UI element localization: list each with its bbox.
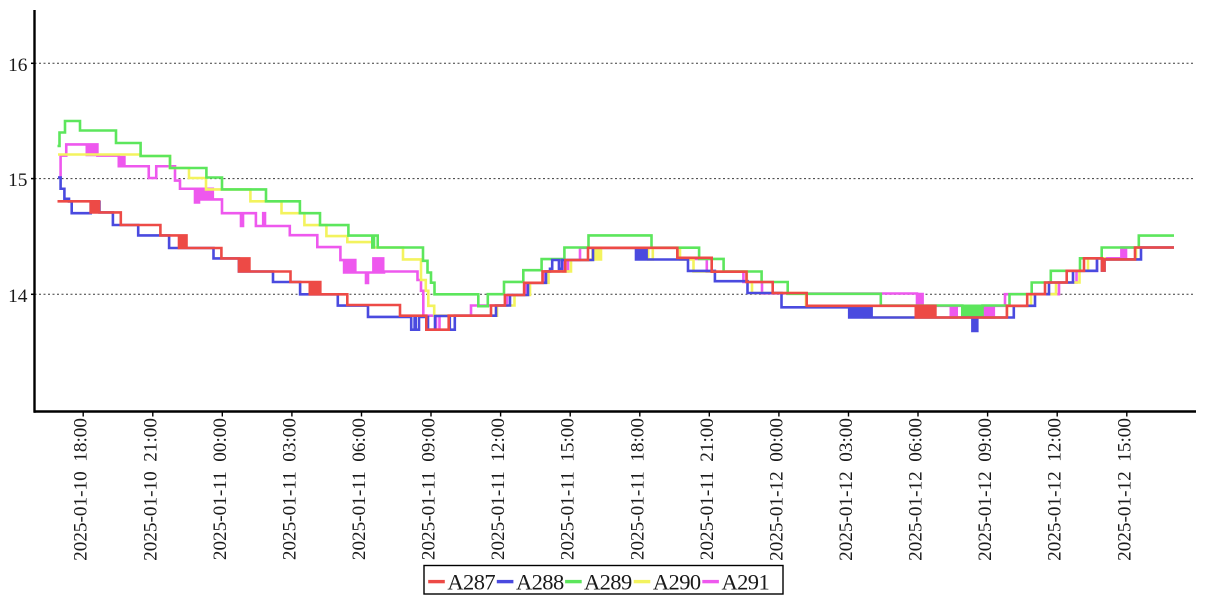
- svg-text:2025-01-11 09:00: 2025-01-11 09:00: [419, 418, 440, 560]
- svg-text:2025-01-12 06:00: 2025-01-12 06:00: [906, 418, 927, 561]
- svg-text:2025-01-12 12:00: 2025-01-12 12:00: [1045, 418, 1066, 561]
- svg-text:2025-01-12 09:00: 2025-01-12 09:00: [975, 418, 996, 561]
- svg-text:14: 14: [8, 286, 28, 307]
- svg-text:2025-01-10 18:00: 2025-01-10 18:00: [71, 418, 92, 561]
- svg-text:15: 15: [8, 170, 27, 191]
- svg-text:A289: A289: [584, 570, 632, 595]
- svg-text:2025-01-11 18:00: 2025-01-11 18:00: [627, 418, 648, 560]
- svg-text:2025-01-11 21:00: 2025-01-11 21:00: [697, 418, 718, 560]
- svg-text:A287: A287: [447, 570, 495, 595]
- svg-text:A288: A288: [516, 570, 564, 595]
- svg-text:16: 16: [8, 55, 28, 76]
- svg-text:A290: A290: [653, 570, 701, 595]
- svg-text:2025-01-11 06:00: 2025-01-11 06:00: [349, 418, 370, 560]
- svg-text:2025-01-12 15:00: 2025-01-12 15:00: [1114, 418, 1135, 561]
- svg-text:A291: A291: [722, 570, 770, 595]
- svg-text:2025-01-11 15:00: 2025-01-11 15:00: [558, 418, 579, 560]
- svg-text:2025-01-11 12:00: 2025-01-11 12:00: [488, 418, 509, 560]
- svg-text:2025-01-11 00:00: 2025-01-11 00:00: [210, 418, 231, 560]
- svg-text:2025-01-12 03:00: 2025-01-12 03:00: [836, 418, 857, 561]
- svg-text:2025-01-12 00:00: 2025-01-12 00:00: [766, 418, 787, 561]
- svg-text:2025-01-10 21:00: 2025-01-10 21:00: [140, 418, 161, 561]
- svg-text:2025-01-11 03:00: 2025-01-11 03:00: [279, 418, 300, 560]
